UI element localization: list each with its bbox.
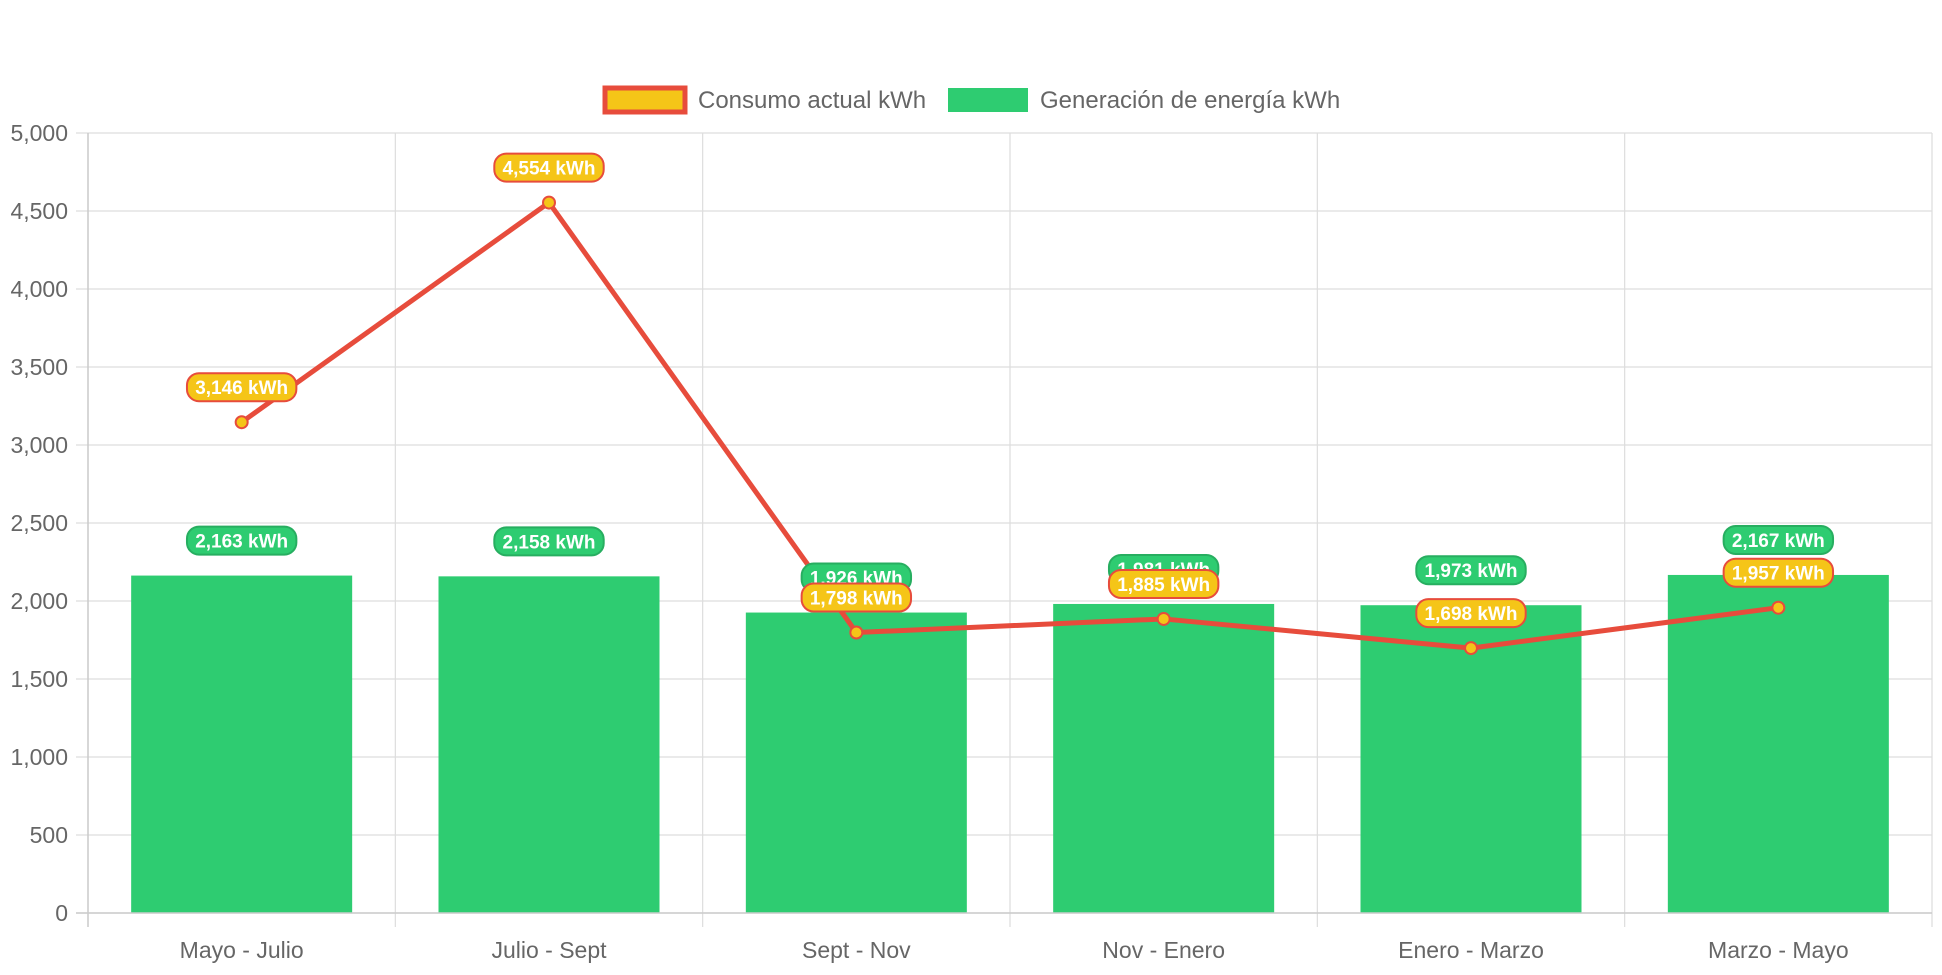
- legend-swatch-consumo: [602, 85, 688, 115]
- line-data-label: 3,146 kWh: [185, 372, 298, 403]
- bar-generacion[interactable]: [745, 612, 967, 913]
- x-tick-label: Julio - Sept: [491, 937, 607, 963]
- x-tick-label: Marzo - Mayo: [1708, 937, 1849, 963]
- legend[interactable]: Consumo actual kWh Generación de energía …: [602, 85, 1340, 115]
- y-tick-label: 3,000: [10, 432, 68, 458]
- legend-label-generacion: Generación de energía kWh: [1040, 87, 1340, 114]
- line-data-label-badge: [800, 582, 913, 613]
- x-tick-label: Enero - Marzo: [1398, 937, 1544, 963]
- y-tick-label: 4,000: [10, 276, 68, 302]
- y-tick-label: 2,500: [10, 510, 68, 536]
- x-tick-label: Mayo - Julio: [180, 937, 304, 963]
- bar-generacion[interactable]: [438, 576, 660, 913]
- bar-data-label-badge: [185, 525, 298, 556]
- legend-label-consumo: Consumo actual kWh: [698, 87, 926, 114]
- point-consumo[interactable]: [234, 415, 249, 430]
- line-data-label: 1,798 kWh: [800, 582, 913, 613]
- line-data-label-text: 4,554 kWh: [503, 159, 596, 180]
- bar-generacion[interactable]: [1667, 574, 1889, 913]
- line-data-label-badge: [1722, 557, 1835, 588]
- bar-data-label-text: 1,973 kWh: [1425, 561, 1518, 582]
- bar-generacion[interactable]: [131, 575, 353, 913]
- line-data-label: 1,885 kWh: [1107, 568, 1220, 599]
- point-consumo[interactable]: [1771, 600, 1786, 615]
- bar-data-label-text: 2,163 kWh: [195, 532, 288, 553]
- bar-data-label-badge: [1415, 555, 1527, 586]
- line-data-label-text: 1,885 kWh: [1117, 575, 1210, 596]
- line-data-label-text: 1,798 kWh: [810, 589, 903, 610]
- bar-generacion[interactable]: [1360, 605, 1582, 913]
- legend-swatch-generacion: [948, 88, 1028, 112]
- legend-item-generacion[interactable]: Generación de energía kWh: [948, 87, 1340, 114]
- point-consumo[interactable]: [542, 195, 556, 210]
- point-consumo[interactable]: [1464, 641, 1478, 656]
- bar-data-label-text: 2,167 kWh: [1732, 531, 1825, 552]
- line-data-label-text: 3,146 kWh: [195, 378, 288, 399]
- bar-data-label: 2,158 kWh: [493, 526, 605, 557]
- y-tick-label: 4,500: [10, 198, 68, 224]
- point-consumo[interactable]: [849, 625, 864, 640]
- line-consumo[interactable]: [240, 200, 1779, 651]
- y-tick-label: 0: [55, 900, 68, 926]
- bar-series: [131, 574, 1889, 913]
- bar-data-label-text: 2,158 kWh: [503, 532, 596, 553]
- y-tick-label: 1,500: [10, 666, 68, 692]
- legend-item-consumo[interactable]: Consumo actual kWh: [602, 85, 926, 115]
- bar-data-label: 2,167 kWh: [1722, 524, 1835, 555]
- line-data-label: 4,554 kWh: [493, 152, 605, 183]
- line-data-label-badge: [1107, 568, 1220, 599]
- point-consumo[interactable]: [1156, 611, 1171, 626]
- axes: 0 500 1,000 1,500 2,000 2,500 3,000 3,500 4,000 4…: [10, 120, 1932, 963]
- x-tick-label: Nov - Enero: [1102, 937, 1225, 963]
- line-data-label-badge: [1415, 598, 1527, 629]
- y-tick-label: 1,000: [10, 744, 68, 770]
- bar-data-label-badge: [493, 526, 605, 557]
- y-tick-label: 3,500: [10, 354, 68, 380]
- line-data-label: 1,698 kWh: [1415, 598, 1527, 629]
- bar-data-label: 2,163 kWh: [185, 525, 298, 556]
- line-data-label-badge: [493, 152, 605, 183]
- grid-lines: [76, 132, 1933, 927]
- line-data-label: 1,957 kWh: [1722, 557, 1835, 588]
- x-tick-label: Sept - Nov: [802, 937, 911, 963]
- line-data-label-text: 1,957 kWh: [1732, 564, 1825, 585]
- y-tick-label: 500: [30, 822, 68, 848]
- line-data-label-badge: [185, 372, 298, 403]
- y-tick-label: 2,000: [10, 588, 68, 614]
- bar-generacion[interactable]: [1053, 603, 1275, 913]
- bar-data-label: 1,973 kWh: [1415, 555, 1527, 586]
- y-tick-label: 5,000: [10, 120, 68, 146]
- line-data-label-text: 1,698 kWh: [1425, 604, 1518, 625]
- bar-data-label-badge: [1722, 524, 1835, 555]
- line-series: [234, 195, 1786, 656]
